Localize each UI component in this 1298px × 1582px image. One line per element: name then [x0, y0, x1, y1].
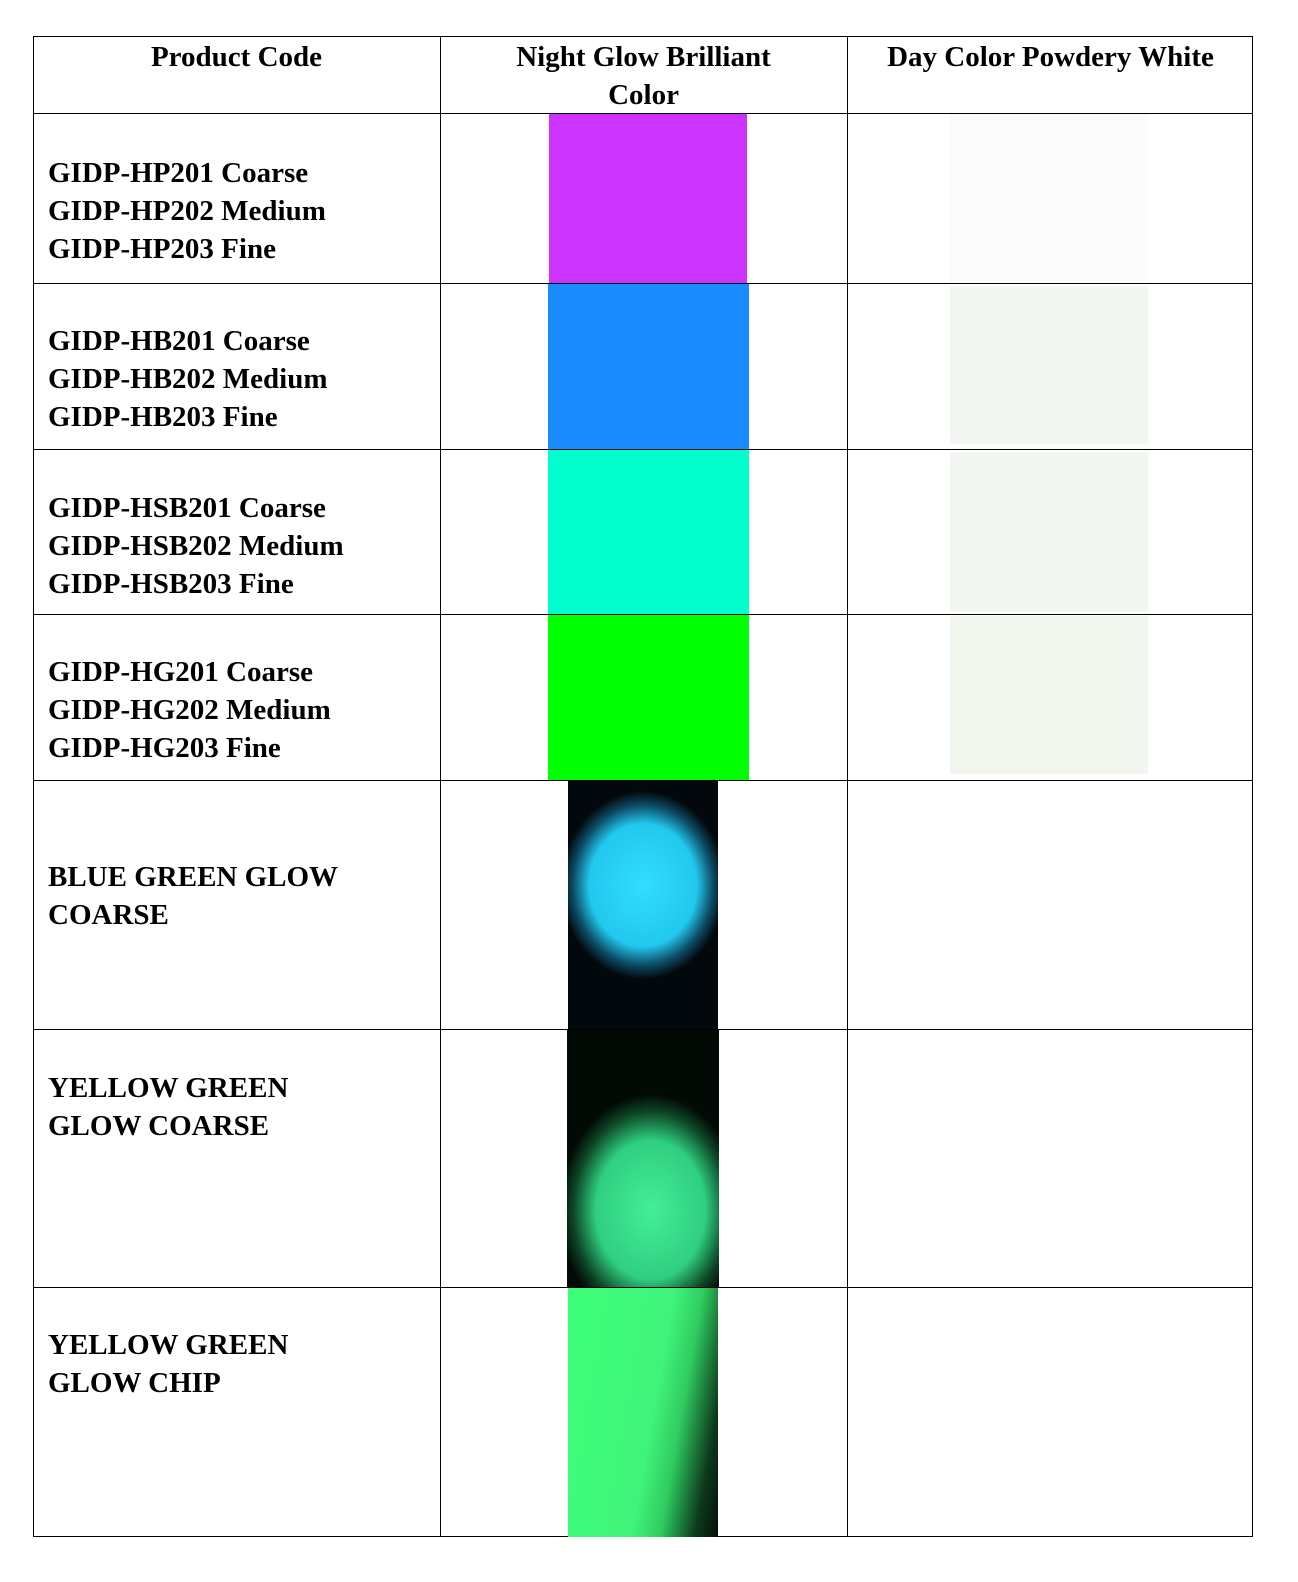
row-divider [33, 283, 1253, 284]
row-divider [33, 113, 1253, 114]
product-code-cell: YELLOW GREEN GLOW COARSE [48, 1072, 289, 1142]
product-code-cell: GIDP-HB201 Coarse GIDP-HB202 Medium GIDP-H… [48, 325, 328, 433]
product-code-cell: GIDP-HSB201 Coarse GIDP-HSB202 Medium GIDP… [48, 492, 344, 600]
product-code-cell: GIDP-HG201 Coarse GIDP-HG202 Medium GIDP-H… [48, 656, 331, 764]
row-divider [33, 780, 1253, 781]
day-color-swatch [950, 616, 1148, 774]
header-product-code: Product Code [150, 41, 323, 73]
product-code-cell: YELLOW GREEN GLOW CHIP [48, 1329, 289, 1399]
row-divider [33, 1287, 1253, 1288]
product-code-cell: GIDP-HP201 Coarse GIDP-HP202 Medium GIDP-H… [48, 157, 326, 265]
blue-green-glow-photo [568, 781, 718, 1029]
yellow-green-glow-chip-photo [568, 1288, 718, 1537]
column-divider [440, 36, 441, 1537]
row-divider [33, 449, 1253, 450]
day-color-swatch [950, 452, 1148, 612]
row-divider [33, 1029, 1253, 1030]
day-color-swatch [950, 286, 1148, 444]
header-night-glow: Night Glow Brilliant Color [516, 41, 771, 111]
yellow-green-glow-coarse-photo [567, 1030, 719, 1287]
day-color-swatch [950, 114, 1148, 283]
header-day-color: Day Color Powdery White [887, 41, 1214, 73]
night-glow-swatch-blue [548, 284, 749, 449]
night-glow-swatch-green [548, 615, 749, 780]
row-divider [33, 614, 1253, 615]
product-code-cell: BLUE GREEN GLOW COARSE [48, 861, 339, 931]
night-glow-swatch-aqua [548, 450, 749, 614]
night-glow-swatch-purple [549, 114, 747, 283]
column-divider [847, 36, 848, 1537]
